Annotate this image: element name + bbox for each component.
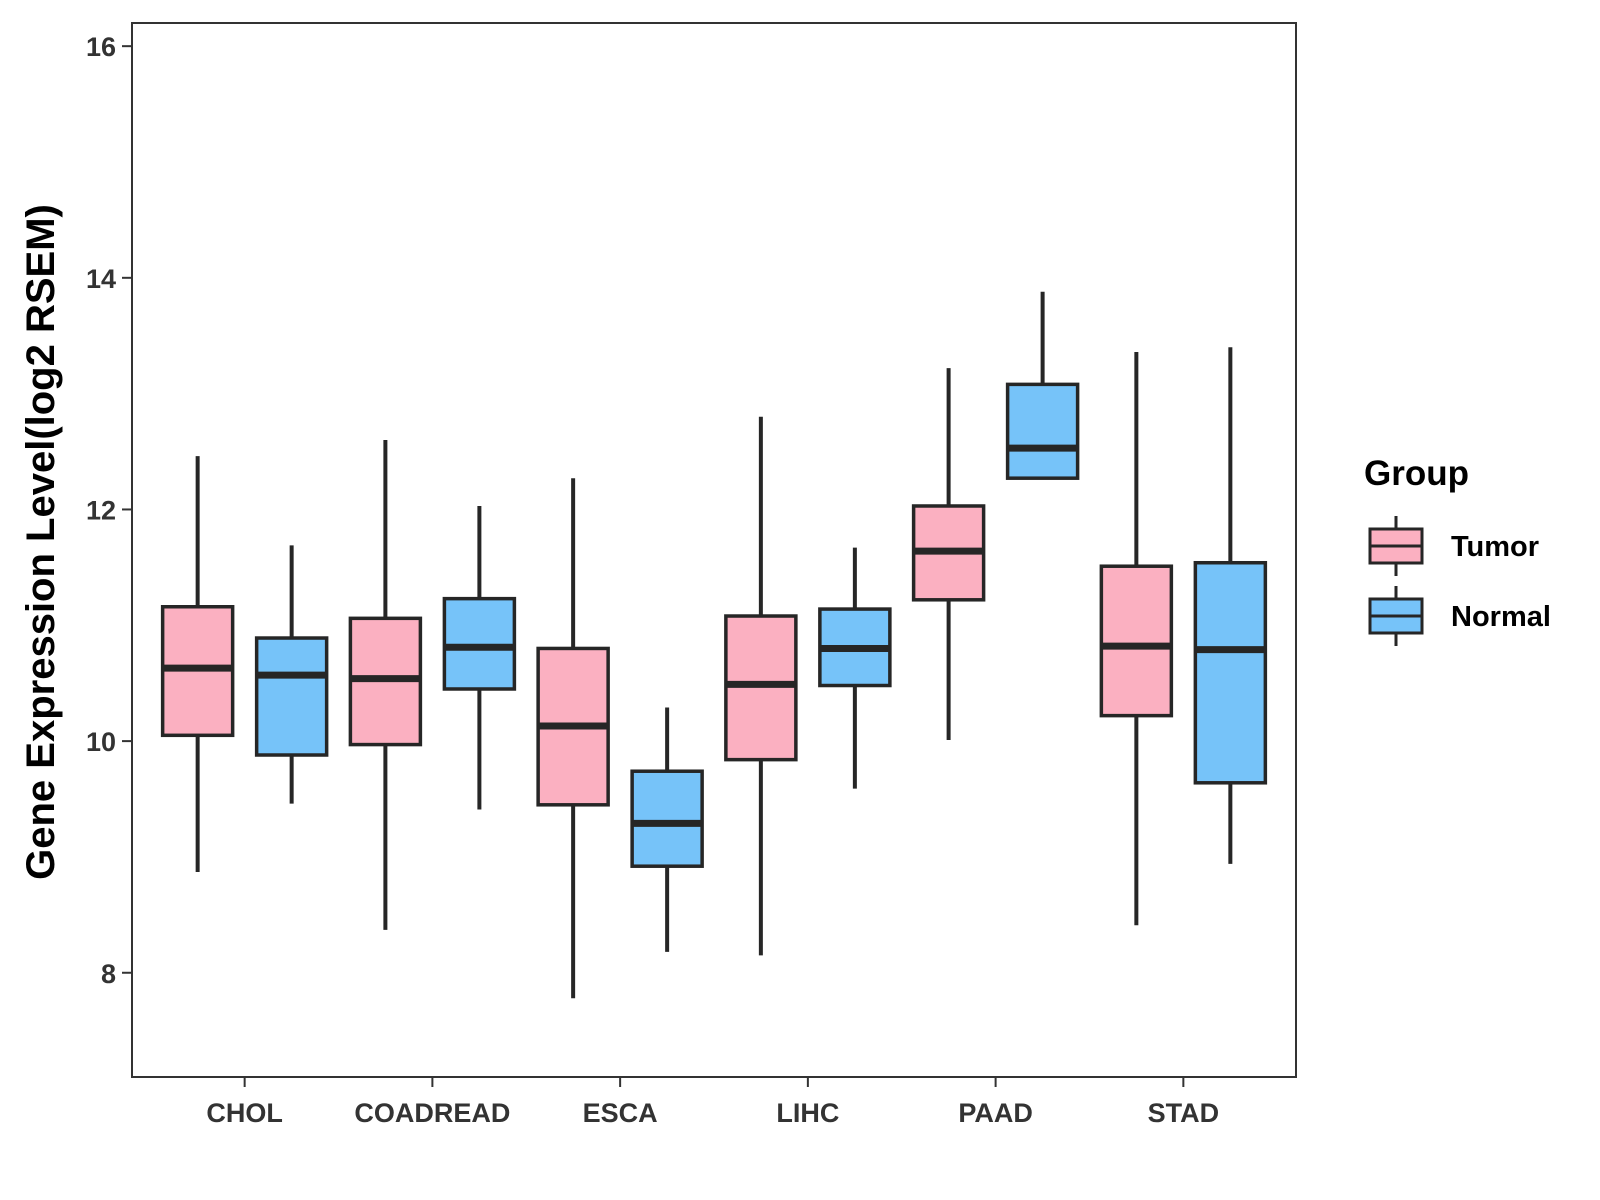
- x-tick-label: STAD: [1148, 1098, 1220, 1128]
- box-tumor-esca: [536, 478, 610, 999]
- legend-title: Group: [1364, 454, 1469, 493]
- x-tick-label: ESCA: [583, 1098, 658, 1128]
- box-normal-stad: [1193, 347, 1268, 864]
- x-tick-label: LIHC: [776, 1098, 839, 1128]
- plot-area: [160, 291, 1268, 999]
- legend: Group Tumor Normal: [1364, 454, 1551, 646]
- x-tick-label: PAAD: [958, 1098, 1033, 1128]
- legend-key-normal: [1368, 586, 1424, 646]
- legend-label-tumor: Tumor: [1451, 531, 1539, 563]
- box-body: [1005, 382, 1080, 480]
- box-normal-esca: [630, 707, 704, 952]
- box-body: [630, 769, 704, 868]
- box-body: [1099, 564, 1174, 718]
- y-tick-label: 12: [86, 495, 116, 525]
- box-normal-paad: [1005, 291, 1080, 480]
- box-tumor-chol: [160, 456, 235, 872]
- x-tick-label: COADREAD: [354, 1098, 510, 1128]
- box-tumor-stad: [1099, 351, 1174, 926]
- box-body: [254, 636, 329, 757]
- x-tick-label: CHOL: [206, 1098, 283, 1128]
- x-axis: CHOL COADREAD ESCA LIHC PAAD STAD: [206, 1077, 1219, 1128]
- y-tick-label: 10: [86, 727, 116, 757]
- y-axis: 8 10 12 14 16: [86, 32, 132, 989]
- legend-key-tumor: [1368, 516, 1424, 576]
- box-tumor-lihc: [724, 416, 798, 956]
- y-tick-label: 14: [86, 264, 116, 294]
- box-normal-lihc: [818, 547, 892, 789]
- y-axis-title: Gene Expression Level(log2 RSEM): [19, 204, 63, 880]
- box-normal-chol: [254, 545, 329, 804]
- legend-label-normal: Normal: [1451, 601, 1551, 633]
- plot-panel-border: [131, 22, 1297, 1078]
- box-tumor-paad: [911, 368, 986, 740]
- y-tick-label: 8: [101, 959, 116, 989]
- box-tumor-coadread: [348, 439, 423, 930]
- box-body: [1193, 560, 1268, 785]
- box-normal-coadread: [442, 505, 517, 810]
- y-tick-label: 16: [86, 32, 116, 62]
